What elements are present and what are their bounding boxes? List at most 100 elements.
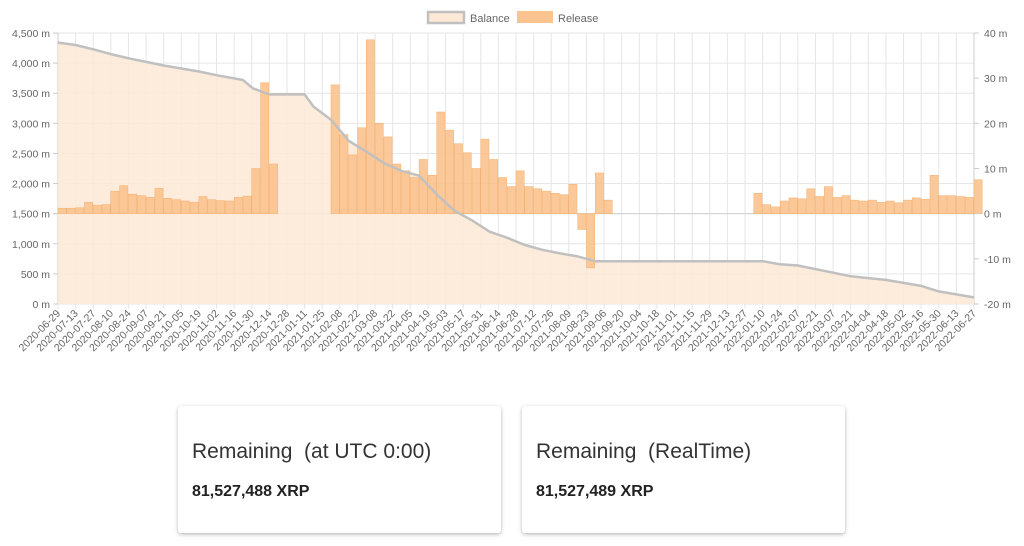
balance-line — [57, 41, 975, 299]
release-bar — [137, 195, 146, 214]
release-bar — [66, 207, 76, 214]
remaining-utc-value: 81,527,488 XRP — [192, 483, 310, 500]
release-bar — [374, 123, 384, 214]
release-bar — [366, 39, 375, 214]
left-tick-label: 3,500 m — [12, 88, 50, 100]
release-bar — [401, 170, 410, 214]
release-bar — [762, 204, 772, 214]
left-tick-label: 3,000 m — [12, 118, 50, 130]
right-tick-label: 0 m — [984, 209, 1002, 221]
release-bar — [225, 200, 234, 214]
legend-release-label: Release — [558, 13, 598, 25]
release-bar — [797, 198, 807, 214]
release-bar — [753, 193, 763, 214]
release-bar — [506, 186, 516, 214]
release-bar — [454, 143, 463, 214]
release-bar — [57, 207, 67, 214]
release-bar — [876, 202, 886, 214]
right-tick-label: 40 m — [984, 28, 1008, 40]
release-bar — [207, 199, 217, 214]
release-bar — [912, 197, 921, 214]
escrow-chart: 0 m 500 m 1,000 m 1,500 m 2,000 m 2,500 m 3,00… — [12, 10, 1011, 354]
remaining-realtime-title: Remaining (RealTime) — [536, 440, 752, 463]
left-tick-label: 2,000 m — [12, 179, 50, 191]
release-bar — [771, 206, 780, 214]
release-bar — [824, 186, 833, 214]
release-bar — [427, 175, 437, 214]
release-bar — [251, 168, 261, 214]
release-bar — [929, 175, 939, 214]
release-bar — [559, 194, 569, 214]
release-bar — [533, 188, 543, 214]
release-bar — [515, 170, 525, 214]
release-bar — [832, 197, 842, 214]
right-tick-label: 10 m — [984, 164, 1008, 176]
release-bar — [418, 159, 428, 214]
release-bar — [242, 195, 252, 214]
release-bar — [498, 177, 507, 214]
right-tick-label: -10 m — [984, 254, 1011, 266]
release-bar — [964, 197, 974, 214]
release-bar — [75, 207, 85, 214]
release-bar — [233, 197, 243, 214]
release-bar — [903, 199, 912, 214]
right-tick-label: 20 m — [984, 118, 1008, 130]
release-bar — [480, 138, 490, 214]
release-bar — [110, 190, 120, 214]
release-bar — [603, 199, 613, 214]
left-tick-label: 2,500 m — [12, 148, 50, 160]
release-bar — [595, 172, 604, 214]
release-bar — [956, 196, 965, 214]
release-bar — [586, 213, 595, 269]
release-bar — [445, 129, 454, 214]
release-bar — [859, 200, 868, 214]
release-bar — [357, 127, 366, 214]
release-bar — [436, 111, 446, 214]
release-bar — [568, 184, 578, 214]
release-bar — [973, 179, 983, 214]
release-bar — [189, 202, 199, 214]
release-bar — [489, 159, 499, 214]
release-bar — [779, 200, 789, 214]
release-bar — [181, 200, 190, 214]
legend-release-swatch — [517, 11, 553, 23]
release-bar — [524, 186, 534, 214]
release-bar — [339, 134, 349, 214]
left-tick-label: 1,500 m — [12, 209, 50, 221]
release-bar — [542, 190, 551, 214]
release-bar — [383, 136, 393, 214]
legend-balance-label: Balance — [470, 13, 510, 25]
release-bar — [868, 199, 877, 214]
release-bar — [260, 82, 270, 214]
release-bar — [806, 188, 816, 214]
chart-svg: 0 m 500 m 1,000 m 1,500 m 2,000 m 2,500 m 3,00… — [12, 10, 1011, 354]
release-bar — [920, 198, 930, 214]
release-bar — [885, 200, 895, 214]
release-bar — [938, 195, 948, 214]
release-bar — [198, 196, 208, 214]
release-bar — [348, 154, 358, 214]
left-tick-label: 1,000 m — [12, 239, 50, 251]
legend: Balance Release — [426, 10, 598, 25]
remaining-utc-title: Remaining (at UTC 0:00) — [192, 440, 432, 463]
release-bar — [172, 199, 181, 214]
release-bar — [850, 199, 860, 214]
legend-balance-swatch — [426, 10, 466, 25]
release-bar — [550, 193, 560, 214]
release-bar — [462, 152, 472, 214]
release-bar — [788, 197, 798, 214]
release-bar — [410, 177, 419, 214]
release-bar — [154, 188, 164, 214]
right-tick-label: -20 m — [984, 299, 1011, 311]
release-bar — [947, 195, 957, 214]
left-tick-label: 4,500 m — [12, 28, 50, 40]
release-bar — [269, 163, 278, 214]
remaining-realtime-value: 81,527,489 XRP — [536, 483, 654, 500]
remaining-realtime-card: Remaining (RealTime) 81,527,489 XRP — [522, 406, 845, 533]
right-tick-label: 30 m — [984, 73, 1008, 85]
release-bar — [145, 197, 155, 214]
release-bar — [119, 185, 129, 214]
release-bar — [163, 198, 173, 214]
release-bars — [57, 39, 983, 269]
left-tick-label: 500 m — [21, 269, 50, 281]
